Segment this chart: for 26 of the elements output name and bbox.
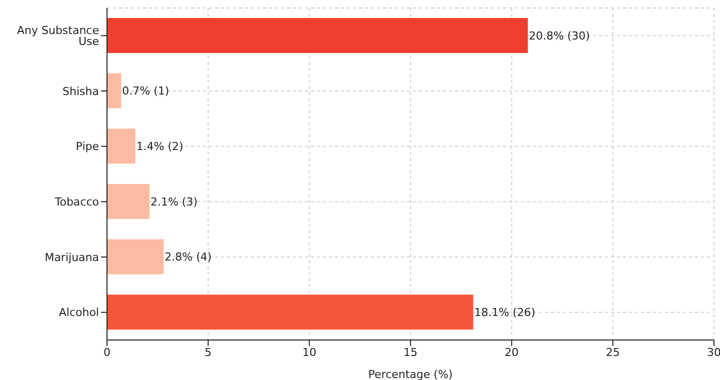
- data-label: 0.7% (1): [122, 84, 170, 98]
- bar: [107, 184, 150, 219]
- x-tick-label: 30: [707, 346, 720, 359]
- x-tick-label: 25: [606, 346, 620, 359]
- bar: [107, 73, 122, 108]
- x-tick-label: 0: [104, 346, 110, 359]
- bar: [107, 18, 528, 53]
- bar: [107, 239, 164, 274]
- data-label: 1.4% (2): [136, 140, 184, 154]
- y-tick-label: Pipe: [76, 140, 100, 154]
- y-tick-label: Tobacco: [54, 196, 100, 209]
- data-label: 2.8% (4): [164, 250, 212, 264]
- y-tick-label: Alcohol: [58, 306, 99, 320]
- bar: [107, 128, 136, 164]
- y-tick-label: Marijuana: [44, 250, 99, 264]
- x-tick-label: 20: [504, 346, 519, 359]
- x-axis-title: Percentage (%): [368, 368, 453, 380]
- x-tick-label: 15: [404, 346, 418, 359]
- x-tick-label: 5: [204, 346, 212, 359]
- bar: [107, 294, 474, 330]
- data-label: 2.1% (3): [150, 195, 198, 208]
- data-label: 20.8% (30): [528, 29, 590, 42]
- x-tick-label: 10: [302, 346, 316, 359]
- data-label: 18.1% (26): [474, 306, 536, 320]
- y-tick-label: Any Substance Use: [16, 24, 100, 48]
- y-tick-label: Shisha: [62, 84, 99, 98]
